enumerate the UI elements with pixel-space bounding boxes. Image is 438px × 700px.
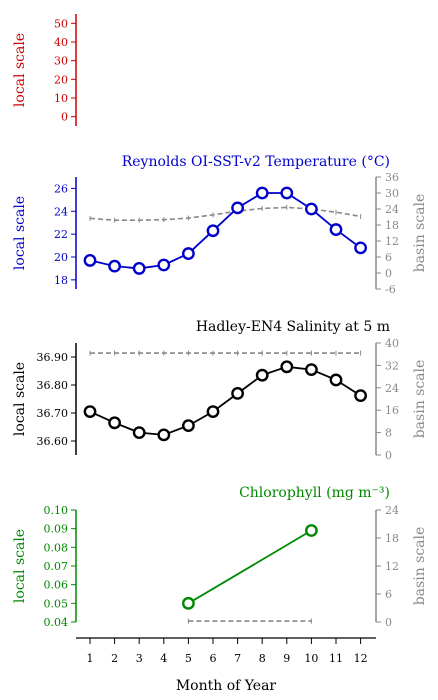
chart-panel-1: 0 10 20 30 40 50 local scale	[12, 14, 77, 126]
x-tick-label: 12	[354, 652, 368, 665]
left-tick-label: 36.60	[37, 435, 69, 448]
local-data-point	[83, 254, 97, 267]
left-axis-title: local scale	[12, 33, 28, 107]
x-tick-label: 7	[234, 652, 241, 665]
right-tick-label: 12	[385, 560, 399, 573]
x-axis-title: Month of Year	[176, 678, 277, 694]
left-tick-label: 20	[54, 251, 68, 264]
left-tick-label: 20	[54, 73, 68, 86]
chart-panel-3: 36.60 36.70 36.80 36.90 local scale 0 8 16 24 32 4…	[12, 319, 428, 462]
local-data-point	[108, 259, 122, 273]
left-tick-label: 36.70	[37, 407, 69, 420]
panel-title: Hadley-EN4 Salinity at 5 m	[196, 319, 390, 335]
right-axis-title: basin scale	[412, 527, 428, 606]
right-tick-label: 24	[385, 382, 399, 395]
panel-title: Reynolds OI-SST-v2 Temperature (°C)	[122, 154, 390, 170]
left-tick-label: 0.10	[44, 504, 69, 517]
local-data-point	[157, 258, 171, 272]
local-series-line	[187, 529, 312, 605]
right-tick-label: 0	[385, 449, 392, 462]
right-tick-label: 36	[385, 171, 399, 184]
x-tick-label: 2	[111, 652, 118, 665]
x-tick-label: 6	[210, 652, 217, 665]
right-tick-label: 18	[385, 219, 399, 232]
chart-panel-2: 18 20 22 24 26 local scale -6 0 6 12 18 24 30 36 basin…	[12, 154, 428, 296]
right-tick-label: 24	[385, 504, 399, 517]
local-data-point	[231, 201, 245, 215]
right-tick-label: 6	[385, 588, 392, 601]
left-axis-title: local scale	[12, 196, 28, 270]
panel-title: Chlorophyll (mg m⁻³)	[239, 485, 390, 501]
left-tick-label: 36.80	[37, 379, 69, 392]
local-data-point	[206, 224, 220, 238]
left-tick-label: 0.08	[44, 541, 69, 554]
left-tick-label: 0.04	[44, 616, 69, 629]
right-tick-label: 24	[385, 203, 399, 216]
x-tick-label: 3	[136, 652, 143, 665]
left-tick-label: 36.90	[37, 351, 69, 364]
local-data-point	[304, 363, 318, 376]
local-data-point	[231, 386, 245, 400]
left-tick-label: 0.09	[44, 523, 69, 536]
left-tick-label: 0.06	[44, 579, 69, 592]
right-tick-label: 30	[385, 187, 399, 200]
right-tick-label: 18	[385, 532, 399, 545]
local-data-point	[181, 596, 195, 610]
local-data-point	[83, 405, 97, 418]
left-tick-label: 50	[54, 17, 68, 30]
right-tick-label: 12	[385, 235, 399, 248]
left-axis-title: local scale	[12, 529, 28, 603]
chart-panel-4: 0.04 0.05 0.06 0.07 0.08 0.09 0.10 local scale 0…	[12, 485, 428, 629]
x-tick-label: 4	[160, 652, 167, 665]
local-data-point	[354, 241, 367, 255]
left-tick-label: 30	[54, 55, 68, 68]
left-tick-label: 10	[54, 92, 68, 105]
local-data-point	[329, 223, 343, 236]
local-data-point	[108, 416, 122, 430]
left-tick-label: 26	[54, 182, 68, 195]
x-tick-label: 11	[329, 652, 343, 665]
right-axis-title: basin scale	[412, 194, 428, 273]
right-tick-label: 32	[385, 359, 399, 372]
right-tick-label: 0	[385, 267, 392, 280]
local-data-point	[255, 368, 269, 382]
local-data-point	[181, 247, 195, 260]
local-data-point	[280, 360, 294, 374]
local-data-point	[304, 524, 318, 537]
local-data-point	[206, 405, 220, 418]
left-axis-title: local scale	[12, 362, 28, 436]
local-data-point	[132, 262, 146, 275]
right-tick-label: 6	[385, 251, 392, 264]
x-tick-label: 10	[304, 652, 318, 665]
x-tick-label: 5	[185, 652, 192, 665]
local-series-line	[89, 192, 362, 270]
left-tick-label: 0.05	[44, 597, 69, 610]
local-data-point	[354, 389, 367, 403]
left-tick-label: 22	[54, 228, 68, 241]
x-tick-label: 8	[259, 652, 266, 665]
local-data-point	[329, 373, 343, 387]
left-tick-label: 18	[54, 274, 68, 287]
local-data-point	[181, 419, 195, 432]
left-tick-label: 24	[54, 205, 68, 218]
right-tick-label: -6	[385, 283, 396, 296]
right-tick-label: 16	[385, 404, 399, 417]
local-data-point	[304, 202, 318, 216]
local-data-point	[255, 186, 269, 200]
local-data-point	[280, 186, 294, 200]
left-tick-label: 0.07	[44, 560, 69, 573]
x-tick-label: 1	[87, 652, 94, 665]
local-data-point	[132, 426, 146, 439]
right-tick-label: 8	[385, 427, 392, 440]
right-tick-label: 0	[385, 616, 392, 629]
x-tick-label: 9	[283, 652, 290, 665]
right-axis-title: basin scale	[412, 360, 428, 439]
local-data-point	[157, 428, 171, 442]
right-tick-label: 40	[385, 337, 399, 350]
left-tick-label: 40	[54, 36, 68, 49]
left-tick-label: 0	[61, 111, 68, 124]
local-series-line	[89, 365, 362, 436]
